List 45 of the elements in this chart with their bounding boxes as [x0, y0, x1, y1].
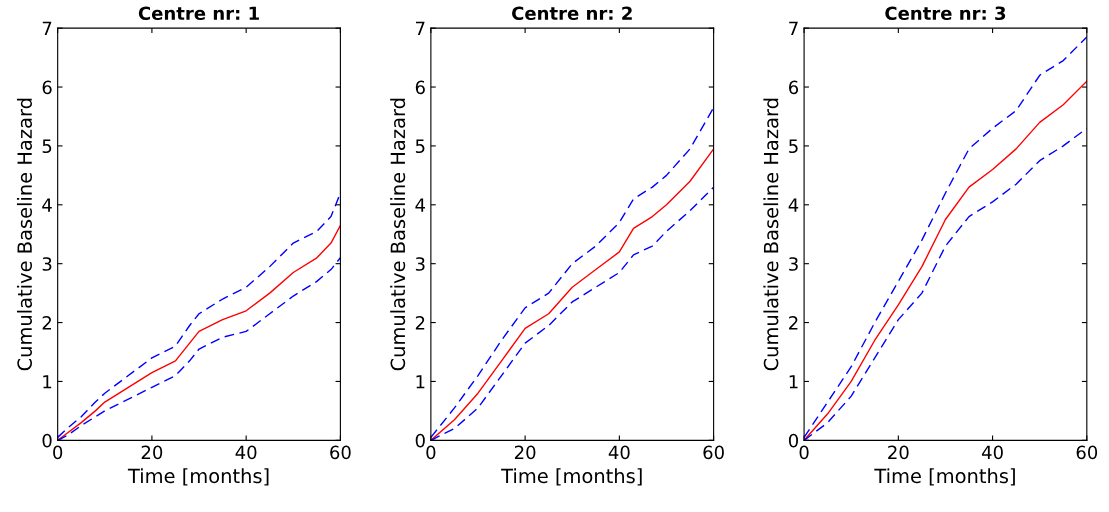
y-axis-title: Cumulative Baseline Hazard	[390, 98, 406, 371]
y-axis-title: Cumulative Baseline Hazard	[763, 98, 779, 371]
y-tick-label: 5	[42, 139, 52, 154]
x-tick-label: 40	[235, 445, 257, 460]
y-axis-title: Cumulative Baseline Hazard	[16, 98, 32, 371]
x-tick-label: 20	[514, 445, 536, 460]
x-axis-title: Time [months]	[501, 468, 642, 486]
x-tick-label: 40	[981, 445, 1003, 460]
chart-title: Centre nr: 1	[138, 6, 259, 21]
x-axis-title: Time [months]	[127, 468, 269, 486]
y-tick-label: 4	[415, 198, 425, 212]
x-tick-label: 20	[141, 445, 163, 460]
y-tick-label: 1	[416, 375, 425, 389]
x-tick-label: 0	[426, 445, 436, 460]
y-tick-label: 0	[415, 433, 425, 448]
x-tick-label: 0	[53, 445, 63, 460]
y-tick-label: 7	[416, 21, 425, 36]
y-tick-label: 7	[42, 21, 52, 36]
y-tick-label: 5	[789, 139, 798, 154]
y-tick-label: 1	[43, 375, 52, 389]
y-tick-label: 3	[789, 257, 798, 271]
chart-title: Centre nr: 2	[512, 6, 632, 21]
x-tick-label: 20	[888, 445, 909, 460]
y-tick-label: 0	[788, 433, 799, 448]
x-tick-label: 60	[703, 445, 724, 460]
y-tick-label: 0	[42, 433, 52, 448]
y-tick-label: 7	[789, 21, 798, 36]
y-tick-label: 2	[415, 316, 425, 330]
y-tick-label: 6	[789, 80, 799, 95]
x-axis-title: Time [months]	[874, 468, 1015, 486]
x-tick-label: 40	[608, 445, 630, 460]
y-tick-label: 5	[415, 139, 425, 154]
chart-title: Centre nr: 3	[885, 6, 1006, 21]
x-tick-label: 60	[330, 445, 351, 460]
y-tick-label: 3	[42, 257, 52, 271]
y-tick-label: 6	[42, 80, 52, 95]
x-tick-label: 60	[1076, 445, 1098, 460]
x-tick-label: 0	[799, 445, 809, 460]
y-tick-label: 3	[415, 257, 425, 271]
y-tick-label: 2	[789, 316, 798, 330]
y-tick-label: 4	[788, 198, 799, 212]
y-tick-label: 6	[415, 80, 425, 95]
y-tick-label: 4	[42, 198, 52, 212]
y-tick-label: 1	[789, 375, 798, 389]
y-tick-label: 2	[42, 316, 51, 330]
